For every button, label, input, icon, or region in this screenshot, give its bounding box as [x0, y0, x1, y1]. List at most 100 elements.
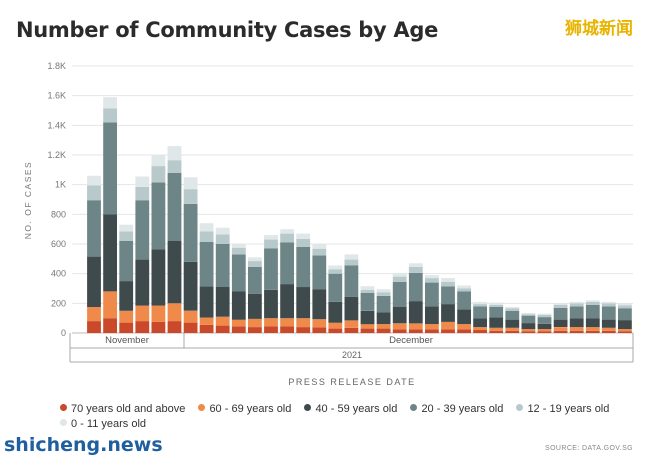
bar-segment[interactable] — [553, 319, 568, 327]
bar-segment[interactable] — [344, 320, 359, 328]
bar-segment[interactable] — [457, 288, 471, 292]
bar-segment[interactable] — [151, 305, 166, 322]
bar-segment[interactable] — [103, 97, 117, 109]
bar-segment[interactable] — [601, 327, 616, 331]
bar-segment[interactable] — [585, 304, 600, 319]
legend-item-12-19[interactable]: 12 - 19 years old — [516, 402, 609, 417]
bar-segment[interactable] — [618, 320, 632, 329]
bar-segment[interactable] — [392, 281, 407, 307]
bar-segment[interactable] — [441, 329, 455, 333]
bar-segment[interactable] — [553, 304, 568, 308]
bar-segment[interactable] — [376, 328, 391, 333]
bar-segment[interactable] — [376, 292, 391, 296]
bar-segment[interactable] — [119, 241, 134, 281]
bar-segment[interactable] — [119, 224, 134, 232]
bar-segment[interactable] — [521, 323, 536, 329]
bar-segment[interactable] — [601, 303, 616, 307]
bar-segment[interactable] — [248, 261, 262, 267]
bar-segment[interactable] — [425, 329, 439, 333]
bar-segment[interactable] — [231, 244, 246, 248]
bar-segment[interactable] — [312, 244, 327, 249]
bar-segment[interactable] — [151, 166, 166, 183]
bar-segment[interactable] — [135, 176, 150, 187]
bar-segment[interactable] — [537, 323, 552, 329]
bar-segment[interactable] — [489, 304, 504, 307]
bar-segment[interactable] — [103, 122, 117, 215]
bar-segment[interactable] — [215, 287, 230, 317]
bar-segment[interactable] — [183, 261, 198, 311]
bar-segment[interactable] — [425, 306, 439, 325]
bar-segment[interactable] — [537, 314, 552, 318]
bar-segment[interactable] — [585, 300, 600, 302]
bar-segment[interactable] — [505, 330, 520, 333]
bar-segment[interactable] — [199, 241, 214, 287]
bar-segment[interactable] — [296, 318, 311, 328]
bar-segment[interactable] — [280, 242, 294, 285]
bar-segment[interactable] — [618, 305, 632, 309]
bar-segment[interactable] — [312, 289, 327, 320]
bar-segment[interactable] — [248, 318, 262, 328]
bar-segment[interactable] — [151, 249, 166, 306]
bar-segment[interactable] — [167, 146, 182, 161]
bar-segment[interactable] — [231, 319, 246, 327]
bar-segment[interactable] — [344, 259, 359, 266]
bar-segment[interactable] — [441, 278, 455, 282]
bar-segment[interactable] — [183, 189, 198, 204]
bar-segment[interactable] — [87, 321, 101, 333]
bar-segment[interactable] — [312, 255, 327, 290]
bar-segment[interactable] — [392, 329, 407, 333]
bar-segment[interactable] — [360, 310, 375, 325]
bar-segment[interactable] — [183, 203, 198, 262]
bar-segment[interactable] — [360, 328, 375, 333]
bar-segment[interactable] — [489, 302, 504, 305]
bar-segment[interactable] — [87, 175, 101, 186]
bar-segment[interactable] — [360, 324, 375, 329]
legend-item-40-59[interactable]: 40 - 59 years old — [304, 402, 397, 417]
bar-segment[interactable] — [618, 331, 632, 333]
bar-segment[interactable] — [569, 301, 584, 304]
bar-segment[interactable] — [360, 292, 375, 311]
bar-segment[interactable] — [151, 182, 166, 250]
bar-segment[interactable] — [408, 323, 423, 330]
bar-segment[interactable] — [521, 314, 536, 316]
bar-segment[interactable] — [231, 254, 246, 292]
bar-segment[interactable] — [167, 321, 182, 333]
bar-segment[interactable] — [408, 329, 423, 333]
bar-segment[interactable] — [473, 318, 487, 328]
bar-segment[interactable] — [585, 327, 600, 331]
bar-segment[interactable] — [344, 296, 359, 321]
bar-segment[interactable] — [280, 284, 294, 319]
bar-segment[interactable] — [199, 231, 214, 242]
bar-segment[interactable] — [87, 185, 101, 201]
bar-segment[interactable] — [441, 281, 455, 287]
bar-segment[interactable] — [441, 304, 455, 322]
bar-segment[interactable] — [618, 329, 632, 332]
bar-segment[interactable] — [296, 327, 311, 333]
bar-segment[interactable] — [296, 238, 311, 247]
bar-segment[interactable] — [328, 273, 343, 302]
bar-segment[interactable] — [231, 326, 246, 333]
bar-segment[interactable] — [231, 247, 246, 255]
bar-segment[interactable] — [392, 276, 407, 282]
bar-segment[interactable] — [280, 326, 294, 333]
bar-segment[interactable] — [569, 306, 584, 319]
bar-segment[interactable] — [457, 324, 471, 330]
bar-segment[interactable] — [585, 301, 600, 305]
bar-segment[interactable] — [489, 317, 504, 328]
bar-segment[interactable] — [199, 286, 214, 318]
bar-segment[interactable] — [119, 310, 134, 323]
bar-segment[interactable] — [119, 231, 134, 241]
bar-segment[interactable] — [505, 307, 520, 309]
bar-segment[interactable] — [505, 310, 520, 320]
bar-segment[interactable] — [215, 234, 230, 244]
bar-segment[interactable] — [167, 160, 182, 173]
bar-segment[interactable] — [601, 330, 616, 333]
bar-segment[interactable] — [312, 319, 327, 328]
bar-segment[interactable] — [167, 303, 182, 322]
bar-segment[interactable] — [119, 281, 134, 311]
legend-item-20-39[interactable]: 20 - 39 years old — [410, 402, 503, 417]
bar-segment[interactable] — [505, 319, 520, 328]
bar-segment[interactable] — [489, 327, 504, 331]
bar-segment[interactable] — [231, 291, 246, 320]
bar-segment[interactable] — [280, 318, 294, 327]
